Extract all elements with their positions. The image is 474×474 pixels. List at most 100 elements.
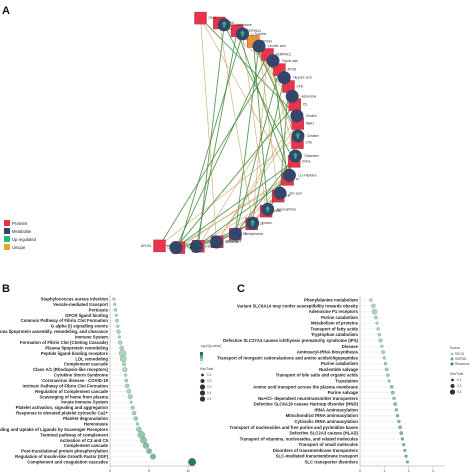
- pathway-dot: [135, 422, 140, 426]
- metabolite-node-label: Glutamine: [304, 154, 319, 158]
- metabolite-node: L-Proline: [210, 235, 238, 249]
- pathway-label: Adenosine P1 receptors: [309, 309, 359, 314]
- pathway-dot: [376, 327, 380, 331]
- pathway-label: Metabolism of proteins: [311, 321, 359, 326]
- pathway-label: Binding and Uptake of Ligands by Scaveng…: [0, 427, 109, 432]
- pathway-dot: [400, 437, 405, 441]
- metabolite-node-circle: [266, 54, 280, 68]
- legend-title: Source: [450, 346, 460, 350]
- metabolite-node-circle: [169, 241, 183, 255]
- protein-node-label: SERPINC1: [276, 53, 292, 57]
- pathway-label: Complement cascade: [64, 362, 109, 367]
- legend-label: Proteins: [12, 221, 27, 226]
- pathway-dot: [399, 431, 404, 435]
- legend-color-swatch: [450, 357, 454, 361]
- pathway-dot: [371, 303, 376, 308]
- pathway-label: Purine catabolism: [321, 315, 358, 320]
- pathway-label: Plasma lipoprotein assembly, remodeling,…: [0, 329, 109, 334]
- pathway-label: Scavenging of heme from plasma: [39, 394, 108, 399]
- metabolite-node: Linoleic acid: [252, 39, 286, 53]
- pathway-dot: [383, 361, 388, 366]
- protein-node-square: [194, 11, 207, 25]
- legend-swatch: [4, 236, 10, 242]
- legend-color-label: Reactome: [455, 362, 470, 366]
- pathway-label: Phenylalanine metabolism: [304, 298, 358, 303]
- up-regulated-arrow-icon: [295, 132, 301, 139]
- protein-node-label: HBB: [274, 209, 281, 213]
- x-tick-label: 1: [383, 469, 385, 473]
- protein-node-label: C1: [260, 222, 264, 226]
- legend-size-swatch: [199, 390, 206, 396]
- legend-swatch: [4, 228, 10, 234]
- pathway-label: Formation of Fibrin Clot (Clotting Casca…: [20, 340, 109, 345]
- legend-size-label: 0.1: [457, 378, 462, 382]
- pathway-dot: [118, 340, 123, 345]
- network-edge: [159, 241, 217, 247]
- network-edge: [159, 135, 299, 247]
- pathway-label: LDL remodeling: [75, 356, 108, 361]
- network-legend: Proteins Metabolite Up regulated Unique: [4, 220, 37, 250]
- metabolite-node-label: Inosine: [262, 221, 273, 225]
- pathway-dot: [123, 373, 128, 377]
- metabolite-node: Acetylcholine: [228, 227, 263, 241]
- pathway-dot: [130, 405, 135, 410]
- legend-size-label: 0.3: [457, 390, 462, 394]
- pathway-dot: [404, 454, 408, 458]
- pathway-dot: [380, 344, 384, 348]
- pathway-dot: [112, 297, 116, 301]
- protein-node-label: CFB: [297, 85, 303, 89]
- network-edge: [234, 46, 260, 235]
- pathway-label: Peptide ligand-binding receptors: [41, 351, 109, 356]
- network-edge: [198, 96, 293, 247]
- pathway-dot: [114, 313, 118, 317]
- pathway-label: Tryptophan catabolism: [311, 332, 358, 337]
- metabolite-node: L(-)-Histidine: [282, 168, 317, 182]
- pathway-dot: [116, 324, 120, 328]
- network-edge: [234, 69, 280, 235]
- pathway-label: Transport of inorganic cations/anions an…: [217, 355, 358, 360]
- pathway-label: Transport of vitamins, nucleosides, and …: [240, 436, 359, 441]
- legend-size-label: 0.1: [207, 373, 212, 377]
- pathway-dot: [403, 448, 407, 452]
- protein-node-label: TF: [296, 177, 300, 181]
- pathway-label: Disorders of transmembrane transporters: [273, 448, 359, 453]
- protein-node-label: C3: [206, 244, 210, 248]
- legend-gradient-swatch: [200, 352, 203, 355]
- pathway-dot: [120, 355, 127, 363]
- pathway-label: Mitochondrial tRNA aminoacylation: [286, 413, 359, 418]
- legend-title: -log10(p-value): [200, 344, 221, 348]
- pathway-label: Common Pathway of Fibrin Clot Formation: [21, 318, 109, 323]
- legend-size-label: 0.5: [207, 397, 212, 401]
- pathway-dot: [378, 338, 383, 343]
- metabolite-node: Glutamine: [288, 149, 319, 163]
- pathway-dot: [381, 350, 385, 354]
- metabolite-node: L-Tyrosine: [236, 27, 267, 41]
- pathway-label: tRNA Aminoacylation: [314, 407, 358, 412]
- network-edge: [196, 223, 252, 247]
- pathway-label: Transport of small molecules: [299, 442, 359, 447]
- protein-node-label: SERPING1: [245, 29, 261, 33]
- protein-node-label: HBA1: [306, 122, 315, 126]
- pathway-dot: [405, 460, 409, 464]
- legend-size-swatch: [199, 396, 206, 402]
- pathway-dot: [127, 394, 133, 400]
- up-regulated-arrow-icon: [250, 219, 256, 226]
- pathway-label: Pertussis: [89, 307, 109, 312]
- metabolite-node-label: Hypoxanthine: [277, 207, 297, 211]
- protein-node-label: C4B: [306, 141, 312, 145]
- protein-node-label: APOA1: [141, 244, 152, 248]
- pathway-label: SLC transporter disorders: [305, 460, 359, 465]
- metabolite-node-circle: [252, 39, 266, 53]
- protein-node-label: APOA4: [261, 39, 272, 43]
- legend-label: Unique: [12, 245, 26, 250]
- protein-node: APOA1: [141, 239, 166, 253]
- pathway-dot: [116, 329, 121, 334]
- metabolite-node-label: Thymine: [185, 246, 197, 250]
- pathway-dot: [119, 345, 124, 351]
- pathway-label: Purine salvage: [328, 390, 359, 395]
- pathway-label: Defective SLC27A4 causes ichthyosis prem…: [223, 338, 358, 343]
- legend-color-label: KEGG: [455, 352, 465, 356]
- pathway-label: G alpha (i) signalling events: [51, 324, 109, 329]
- pathway-label: Innate Immune System: [61, 400, 108, 405]
